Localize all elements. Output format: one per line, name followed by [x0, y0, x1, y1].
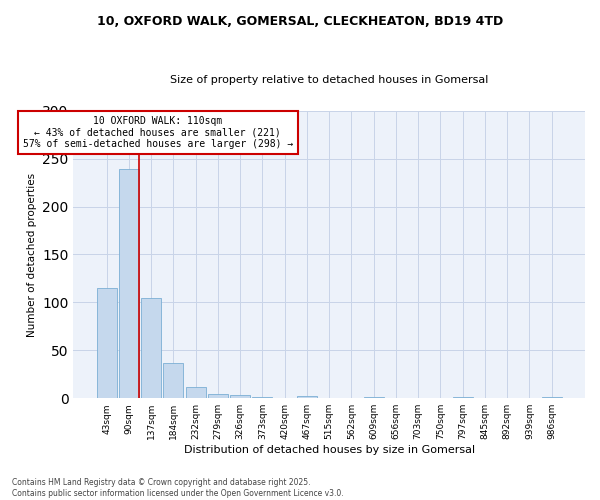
Bar	[163, 363, 184, 398]
Bar	[141, 298, 161, 398]
Bar	[230, 396, 250, 398]
Text: 10, OXFORD WALK, GOMERSAL, CLECKHEATON, BD19 4TD: 10, OXFORD WALK, GOMERSAL, CLECKHEATON, …	[97, 15, 503, 28]
Text: 10 OXFORD WALK: 110sqm
← 43% of detached houses are smaller (221)
57% of semi-de: 10 OXFORD WALK: 110sqm ← 43% of detached…	[23, 116, 293, 149]
X-axis label: Distribution of detached houses by size in Gomersal: Distribution of detached houses by size …	[184, 445, 475, 455]
Bar	[208, 394, 228, 398]
Bar	[185, 386, 206, 398]
Y-axis label: Number of detached properties: Number of detached properties	[26, 172, 37, 336]
Bar	[97, 288, 116, 398]
Text: Contains HM Land Registry data © Crown copyright and database right 2025.
Contai: Contains HM Land Registry data © Crown c…	[12, 478, 344, 498]
Bar	[119, 169, 139, 398]
Title: Size of property relative to detached houses in Gomersal: Size of property relative to detached ho…	[170, 75, 488, 85]
Bar	[297, 396, 317, 398]
